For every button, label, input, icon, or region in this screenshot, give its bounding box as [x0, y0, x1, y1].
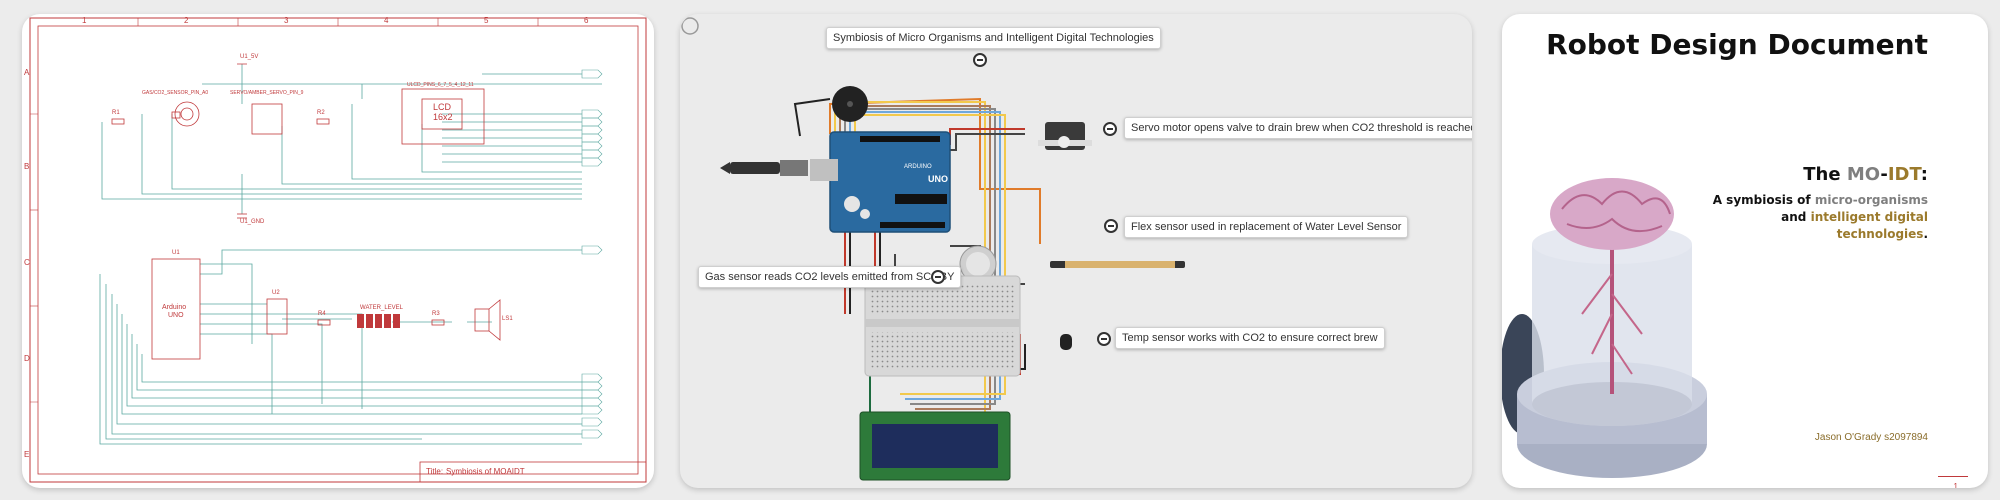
- author-line: Jason O'Grady s2097894: [1814, 432, 1928, 443]
- arduino-brand: ARDUINO: [904, 164, 932, 170]
- r4-label: R4: [318, 311, 326, 317]
- collapse-icon-title[interactable]: [973, 53, 987, 67]
- document-description: A symbiosis of micro-organisms and intel…: [1688, 192, 1928, 243]
- col-number-4: 4: [384, 16, 389, 25]
- servo-label: SERVO/AMBER_SERVO_PIN_9: [230, 90, 304, 96]
- arduino-text-2: UNO: [168, 312, 184, 319]
- callout-gas: Gas sensor reads CO2 levels emitted from…: [698, 266, 962, 288]
- collapse-icon-gas[interactable]: [931, 270, 945, 284]
- collapse-icon-flex[interactable]: [1104, 219, 1118, 233]
- callout-title: Symbiosis of Micro Organisms and Intelli…: [826, 27, 1161, 49]
- brain-icon: [1550, 178, 1674, 250]
- arduino-uno-text: UNO: [928, 174, 948, 184]
- schematic-panel: 1 2 3 4 5 6 A B C D E U1_5V U1_GND GAS/C…: [22, 14, 654, 488]
- desc-part-3: and: [1781, 210, 1811, 224]
- col-number-6: 6: [584, 16, 589, 25]
- u1-label: U1: [172, 250, 180, 256]
- title-block-value: Symbiosis of MOAIDT: [446, 467, 525, 476]
- document-title: Robot Design Document: [1546, 28, 1928, 61]
- col-number-5: 5: [484, 16, 489, 25]
- arduino-text-1: Arduino: [162, 304, 187, 311]
- row-letter-c: C: [24, 258, 30, 267]
- ground-label: U1_GND: [240, 219, 265, 225]
- lcd-header-label: ULCD_PINS_6_7_5_4_12_11: [407, 82, 474, 88]
- row-letter-a: A: [24, 68, 30, 77]
- col-number-1: 1: [82, 16, 87, 25]
- collapse-icon-temp[interactable]: [1097, 332, 1111, 346]
- u2-label: U2: [272, 290, 280, 296]
- cover-panel: Robot Design Document The MO-IDT: A symb…: [1502, 14, 1988, 488]
- lcd-text-2: 16x2: [433, 112, 453, 122]
- subtitle-dash: -: [1880, 164, 1888, 185]
- water-level-label: WATER_LEVEL: [360, 305, 404, 311]
- lcd-text-1: LCD: [433, 102, 452, 112]
- desc-intelligent-tech: intelligent digital technologies: [1810, 210, 1928, 241]
- desc-part-1: A symbiosis of: [1712, 193, 1815, 207]
- temp-sensor: [1060, 334, 1072, 350]
- circuit-drawing: [681, 17, 1185, 481]
- page-rule: [1938, 476, 1968, 477]
- document-subtitle: The MO-IDT:: [1803, 164, 1928, 185]
- r1-label: R1: [112, 110, 120, 116]
- schematic-drawing: [29, 17, 647, 483]
- speaker-label: LS1: [502, 316, 513, 322]
- row-letter-b: B: [24, 162, 30, 171]
- title-block-label: Title:: [426, 467, 444, 476]
- col-number-2: 2: [184, 16, 189, 25]
- r3-label: R3: [432, 311, 440, 317]
- r2-label: R2: [317, 110, 325, 116]
- col-number-3: 3: [284, 16, 289, 25]
- desc-part-5: .: [1923, 227, 1928, 241]
- brain-jar-illustration: [1502, 178, 1707, 478]
- desc-micro-organisms: micro-organisms: [1814, 193, 1928, 207]
- supply-label: U1_5V: [240, 54, 259, 60]
- collapse-icon-servo[interactable]: [1103, 122, 1117, 136]
- callout-servo: Servo motor opens valve to drain brew wh…: [1124, 117, 1472, 139]
- circuit-panel: ARDUINO UNO Symbiosis of Micro Organisms…: [680, 14, 1472, 488]
- subtitle-suffix: :: [1920, 164, 1928, 185]
- subtitle-idt: IDT: [1887, 164, 1921, 185]
- callout-flex: Flex sensor used in replacement of Water…: [1124, 216, 1409, 238]
- row-letter-e: E: [24, 450, 30, 459]
- gas-sensor-label: GAS/CO2_SENSOR_PIN_A0: [142, 90, 209, 96]
- row-letter-d: D: [24, 354, 30, 363]
- subtitle-mo: MO: [1846, 164, 1881, 185]
- callout-temp: Temp sensor works with CO2 to ensure cor…: [1115, 327, 1385, 349]
- subtitle-prefix: The: [1803, 164, 1847, 185]
- arduino-board: [829, 131, 951, 233]
- page-number: 1: [1953, 482, 1958, 488]
